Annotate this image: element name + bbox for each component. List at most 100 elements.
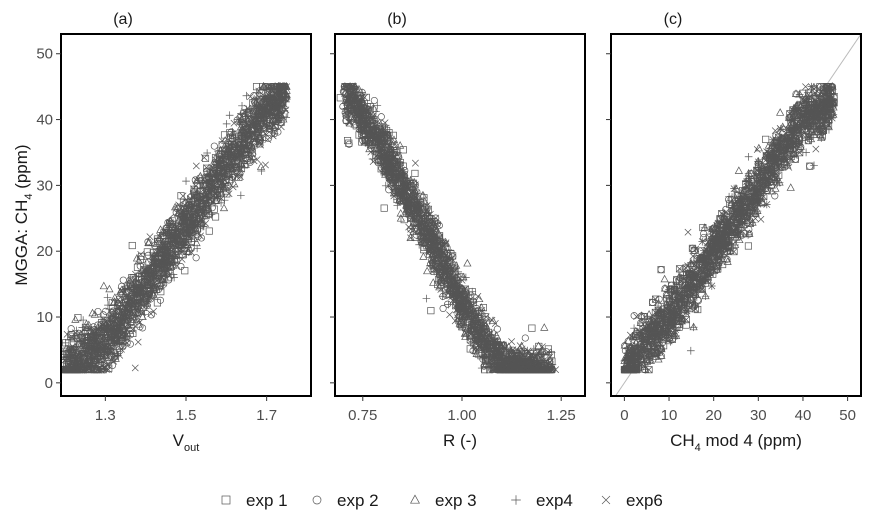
point-circle [195,218,203,226]
point-square [115,302,123,310]
point-plus [247,151,256,160]
point-plus [462,273,470,282]
point-plus [217,184,225,192]
point-cross [173,262,181,270]
point-square [343,137,352,145]
point-triangle [252,119,261,127]
point-square [513,350,521,358]
point-plus [200,222,208,231]
point-cross [152,252,160,260]
point-square [191,203,199,211]
point-triangle [82,323,91,331]
point-plus [147,262,156,270]
point-triangle [187,219,196,227]
point-square [479,304,487,312]
point-circle [377,113,385,121]
point-triangle [90,310,99,318]
y-axis-label-tail: (ppm) [12,144,31,193]
point-plus [67,345,76,354]
point-plus [268,128,276,137]
point-triangle [517,341,526,350]
point-circle [94,307,102,316]
point-plus [190,207,198,216]
point-circle [271,123,280,131]
point-circle [493,325,501,333]
point-triangle [235,148,244,156]
point-square [263,105,271,113]
point-triangle [504,342,513,350]
point-triangle [130,315,139,323]
point-square [115,344,123,352]
point-triangle [489,357,498,365]
point-cross [192,162,200,170]
point-triangle [144,238,153,247]
point-plus [193,213,202,222]
point-circle [180,246,188,254]
point-square [413,210,422,218]
point-cross [203,164,210,172]
point-circle [252,123,260,131]
point-square [380,204,388,212]
point-cross [244,119,252,127]
point-triangle [484,360,493,369]
point-cross [197,232,204,240]
point-triangle [174,215,184,224]
point-triangle [461,332,470,340]
point-triangle [256,162,266,170]
point-triangle [429,278,438,286]
point-cross [246,125,254,132]
point-square [134,287,142,295]
point-square [203,168,211,176]
point-cross [175,201,183,209]
point-plus [216,192,225,201]
point-plus [143,292,152,301]
point-triangle [68,365,77,373]
point-square [143,248,151,256]
point-cross [261,118,268,126]
point-triangle [105,284,114,293]
point-square [420,243,428,251]
point-triangle [454,275,463,283]
point-circle [126,276,134,284]
point-plus [154,234,162,243]
point-square [78,334,86,342]
point-circle [126,340,134,348]
point-square [164,227,172,235]
point-plus [270,112,278,121]
point-triangle [389,135,399,143]
point-triangle [236,117,245,125]
point-cross [437,286,445,293]
point-circle [143,302,151,310]
point-triangle [423,266,432,275]
point-cross [189,193,197,201]
point-triangle [219,182,228,191]
point-square [203,164,211,172]
point-circle [262,83,270,91]
point-plus [82,365,91,374]
x-tick-label: 1.3 [95,407,116,424]
point-circle [97,323,105,331]
point-triangle [191,223,200,231]
point-triangle [132,253,142,262]
point-triangle [110,318,119,327]
point-cross [261,130,269,138]
point-circle [347,112,355,121]
point-cross [131,364,139,372]
point-triangle [273,87,283,95]
point-circle [236,113,244,121]
point-plus [110,338,119,346]
point-cross [179,203,187,211]
point-square [190,185,198,193]
point-square [211,213,220,221]
point-square [145,258,153,266]
point-square [345,139,353,147]
point-plus [438,287,447,295]
point-circle [97,321,105,329]
point-square [94,333,102,342]
point-cross [538,343,546,351]
point-plus [422,294,431,303]
point-cross [89,336,97,344]
point-plus [240,159,248,168]
point-square [436,281,445,289]
point-square [528,324,536,332]
